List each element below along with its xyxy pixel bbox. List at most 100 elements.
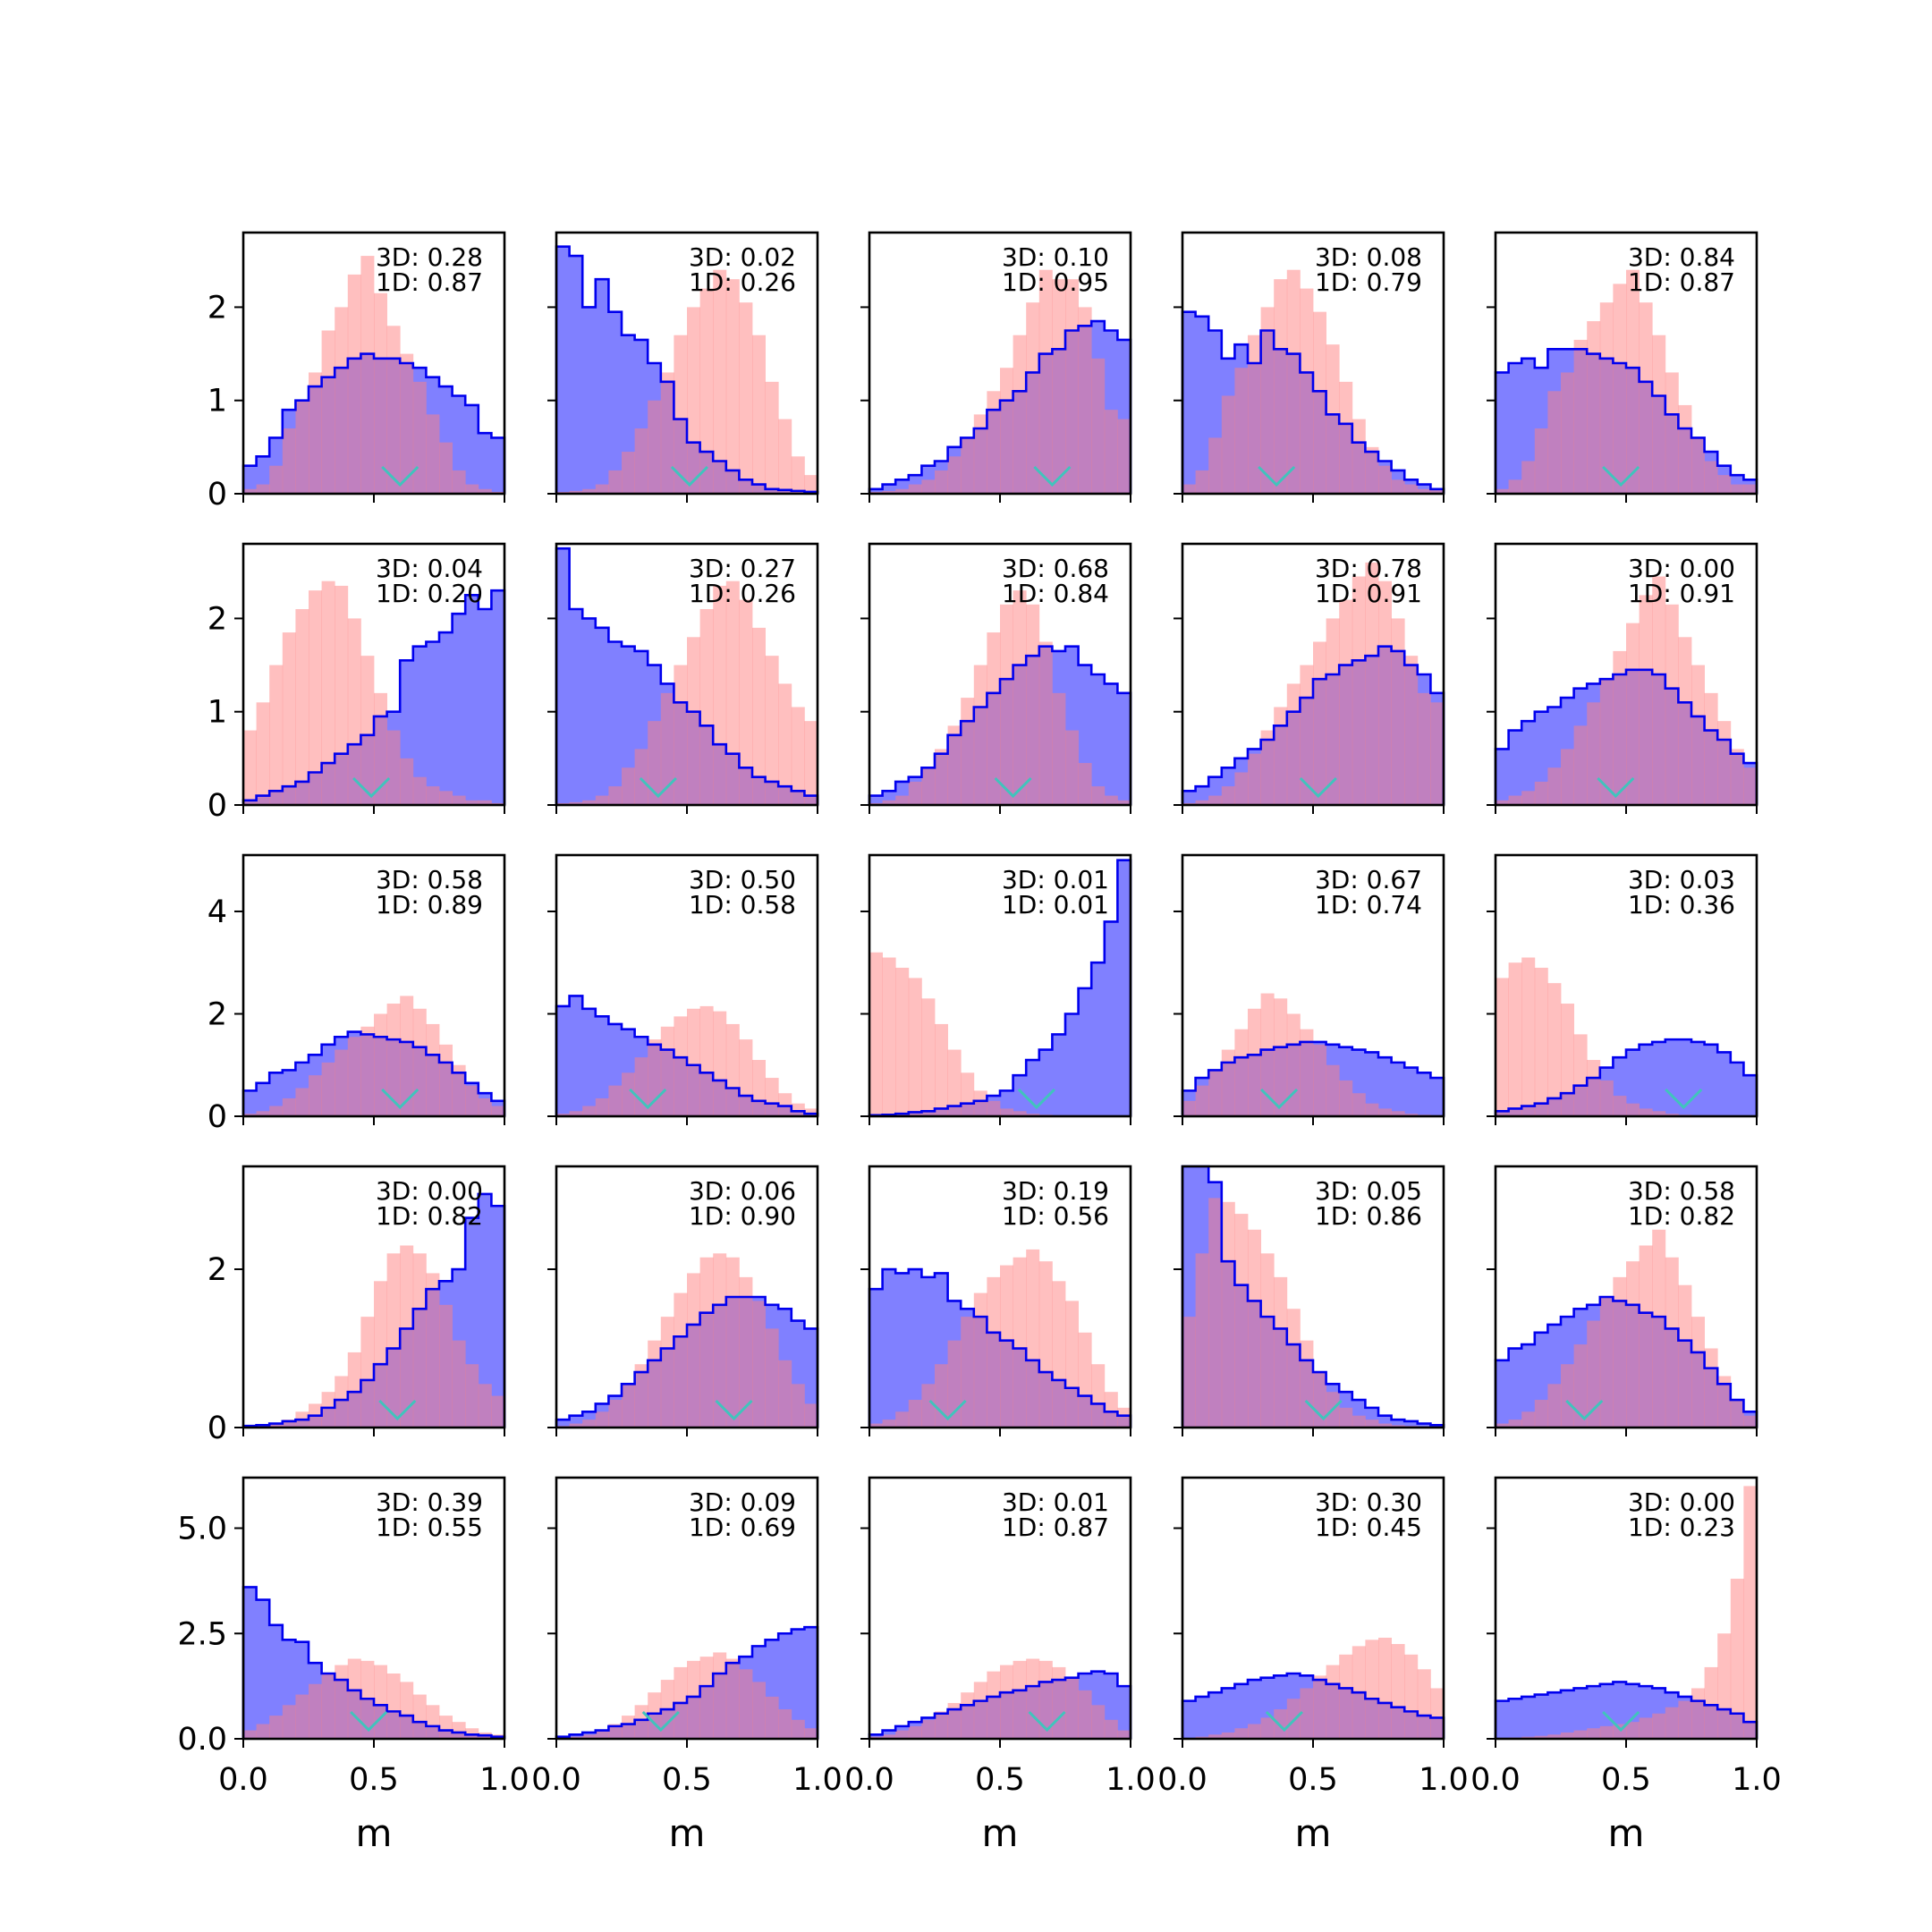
series-b-bar (935, 1023, 948, 1116)
series-b-bar (1013, 590, 1027, 805)
series-a-bar (908, 1269, 922, 1428)
series-b-bar (1652, 576, 1666, 805)
y-tick-label: 5.0 (177, 1512, 227, 1547)
series-a-bar (1404, 1420, 1419, 1428)
series-b-bar (1508, 962, 1522, 1116)
series-a-bar (1391, 1062, 1405, 1116)
series-a-step-line (555, 995, 819, 1116)
true-value-marker (350, 1710, 388, 1733)
series-b-bar (1626, 1103, 1640, 1116)
series-b-bar (360, 656, 375, 805)
stat-1d-label: 1D: 0.82 (1628, 1201, 1735, 1231)
series-b-bar (752, 1682, 766, 1739)
series-b-bar (321, 1392, 335, 1428)
series-b-bar (908, 484, 922, 494)
series-b-bar (791, 1719, 805, 1739)
series-a-bar (1730, 1062, 1744, 1116)
series-b-bar (256, 484, 270, 494)
series-a-bar (608, 311, 623, 494)
series-a-bar (1496, 372, 1509, 494)
series-b-bar (1313, 1372, 1326, 1428)
series-a-step-line (1181, 1165, 1445, 1428)
series-b-bar (569, 490, 583, 494)
series-a-bar (1378, 1057, 1392, 1116)
series-b-bar (1104, 1392, 1118, 1428)
series-b-bar (961, 1072, 975, 1116)
series-b-bar (1652, 1229, 1666, 1428)
series-a-bar (569, 256, 583, 494)
series-a-step-line (868, 1267, 1132, 1428)
series-a-bar (869, 1289, 883, 1428)
x-tick-label: 0.5 (1288, 1762, 1338, 1798)
true-value-marker (641, 1710, 680, 1733)
series-b-bar (465, 1085, 479, 1116)
series-b-bar (1339, 1654, 1353, 1739)
stat-3d-label: 3D: 0.19 (1002, 1176, 1109, 1206)
stat-1d-label: 1D: 0.91 (1315, 579, 1422, 608)
series-b-bar (1678, 1284, 1692, 1428)
series-b-bar (439, 791, 453, 805)
stat-3d-label: 3D: 0.04 (376, 554, 483, 583)
series-b-bar (973, 1682, 987, 1739)
series-b-bar (243, 730, 257, 805)
series-b-bar (386, 1674, 401, 1739)
series-b-bar (1404, 1654, 1419, 1739)
series-a-bar (1182, 791, 1196, 805)
series-a-bar (556, 246, 570, 494)
series-b-bar (1573, 1344, 1588, 1428)
series-b-bar (1496, 800, 1509, 805)
series-b-bar (908, 978, 922, 1116)
series-b-bar (400, 1682, 414, 1739)
series-b-bar (1639, 1245, 1653, 1428)
series-a-step-line (555, 547, 819, 805)
x-tick-label: 0.0 (218, 1762, 268, 1798)
stat-3d-label: 3D: 0.06 (689, 1176, 796, 1206)
series-b-bar (1521, 1411, 1536, 1428)
series-b-bar (622, 1716, 635, 1739)
series-a-step-line (242, 589, 506, 805)
series-b-bar (765, 1328, 779, 1428)
stat-1d-label: 1D: 0.87 (1628, 267, 1735, 297)
series-b-bar (713, 585, 727, 805)
true-value-marker (928, 1399, 967, 1421)
series-b-bar (1704, 1666, 1718, 1739)
y-tick-label: 0 (208, 1099, 227, 1135)
series-b-bar (282, 1419, 296, 1428)
series-a-bar (595, 1016, 609, 1116)
series-b-bar (634, 428, 648, 494)
series-b-bar (1234, 1214, 1249, 1428)
series-b-bar (1234, 772, 1249, 805)
series-a-bar (1496, 1360, 1509, 1428)
series-b-bar (1639, 302, 1653, 494)
series-b-bar (1391, 1425, 1405, 1428)
series-b-bar (1091, 1705, 1106, 1739)
series-b-bar (987, 632, 1001, 805)
series-b-bar (987, 1276, 1001, 1428)
series-b-bar (1365, 562, 1379, 805)
series-b-bar (1496, 488, 1509, 494)
stat-3d-label: 3D: 0.08 (1315, 242, 1422, 272)
series-b-bar (1091, 786, 1106, 805)
stat-3d-label: 3D: 0.78 (1315, 554, 1422, 583)
series-b-bar (804, 1108, 818, 1116)
series-b-bar (1352, 576, 1366, 805)
stat-1d-label: 1D: 0.74 (1315, 890, 1422, 919)
series-b-bar (1626, 1722, 1640, 1739)
series-b-bar (973, 1090, 987, 1116)
series-b-bar (1717, 475, 1732, 494)
true-value-marker (715, 1399, 753, 1421)
series-b-bar (478, 1384, 492, 1428)
x-axis-label: m (982, 1811, 1019, 1855)
series-b-bar (1038, 641, 1053, 805)
stat-3d-label: 3D: 0.27 (689, 554, 796, 583)
x-tick-label: 0.0 (1157, 1762, 1208, 1798)
series-b-bar (1274, 707, 1288, 805)
series-b-bar (1417, 692, 1431, 805)
series-b-bar (791, 707, 805, 805)
series-b-bar (947, 725, 962, 805)
series-b-bar (1665, 372, 1679, 494)
series-b-bar (1052, 692, 1066, 805)
series-b-bar (1274, 1276, 1288, 1428)
series-b-bar (895, 967, 910, 1116)
